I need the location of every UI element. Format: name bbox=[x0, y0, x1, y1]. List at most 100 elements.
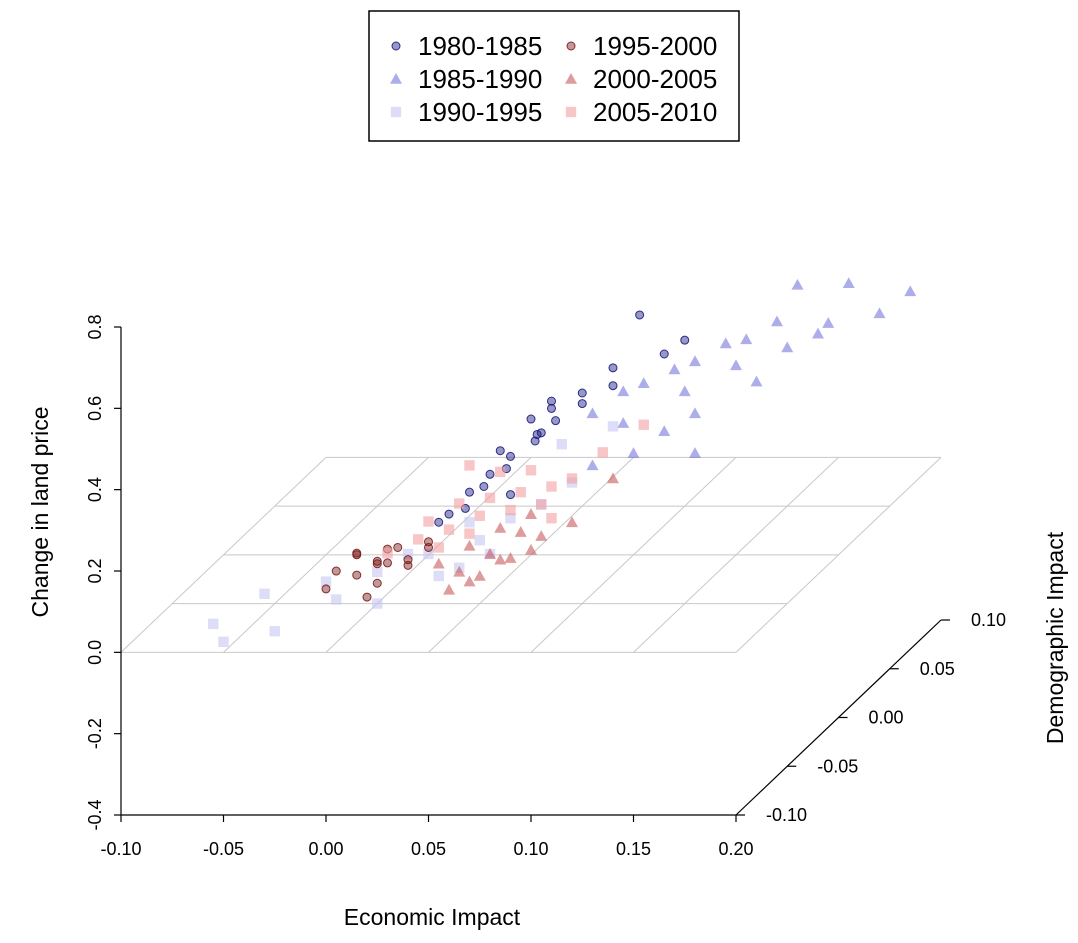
data-point bbox=[689, 447, 701, 458]
x-axis-title: Economic Impact bbox=[344, 904, 521, 930]
axes: -0.10 -0.05 0.00 0.05 0.10 0.15 0.20 -0.4 -0.2 0.… bbox=[85, 314, 1006, 859]
data-point bbox=[791, 278, 804, 290]
x-tick-label: 0.15 bbox=[616, 839, 651, 859]
data-point bbox=[525, 465, 537, 476]
data-point bbox=[680, 335, 690, 345]
data-point bbox=[627, 447, 640, 458]
data-point bbox=[812, 327, 824, 339]
data-point bbox=[424, 542, 433, 552]
data-point bbox=[617, 385, 630, 397]
data-point bbox=[443, 583, 455, 595]
data-point bbox=[372, 598, 383, 609]
x-tick-label: 0.20 bbox=[718, 839, 753, 859]
data-point bbox=[432, 557, 445, 569]
data-point bbox=[617, 417, 630, 428]
data-point bbox=[402, 548, 414, 560]
data-point bbox=[463, 539, 476, 551]
data-point bbox=[423, 548, 434, 560]
data-point bbox=[525, 543, 537, 555]
data-point bbox=[382, 547, 393, 559]
series-1995-2000 bbox=[321, 537, 433, 602]
legend-symbol bbox=[566, 41, 576, 51]
data-point bbox=[638, 419, 649, 430]
data-point bbox=[536, 428, 546, 438]
data-point bbox=[842, 277, 855, 289]
data-point bbox=[464, 528, 475, 539]
data-point bbox=[719, 337, 732, 349]
data-point bbox=[504, 552, 517, 563]
data-point bbox=[530, 436, 540, 446]
data-point bbox=[506, 490, 515, 500]
legend-symbol bbox=[565, 106, 577, 118]
legend-symbol bbox=[391, 41, 401, 51]
data-point bbox=[403, 560, 413, 570]
data-point bbox=[781, 341, 794, 353]
data-point bbox=[586, 459, 599, 471]
data-point bbox=[433, 570, 444, 582]
data-point bbox=[678, 385, 691, 397]
data-point bbox=[659, 349, 669, 359]
data-point bbox=[495, 466, 506, 478]
data-point bbox=[771, 315, 783, 327]
data-point bbox=[320, 576, 332, 587]
data-point bbox=[218, 636, 229, 647]
series-1980-1985 bbox=[434, 310, 690, 527]
data-point bbox=[423, 516, 434, 527]
data-point bbox=[546, 513, 557, 524]
data-point bbox=[505, 513, 516, 524]
data-point bbox=[822, 317, 835, 328]
legend-label: 1995-2000 bbox=[593, 31, 717, 61]
z-tick-label: 0.2 bbox=[85, 558, 105, 583]
legend-label: 2000-2005 bbox=[593, 64, 717, 94]
data-point bbox=[668, 363, 681, 375]
data-point bbox=[464, 460, 475, 471]
data-point bbox=[331, 566, 341, 576]
legend-label: 1985-1990 bbox=[418, 64, 542, 94]
z-tick-label: -0.2 bbox=[85, 718, 105, 749]
data-point bbox=[597, 447, 608, 458]
data-point bbox=[495, 446, 505, 456]
data-point bbox=[208, 618, 219, 630]
data-point bbox=[586, 407, 599, 419]
data-point bbox=[269, 626, 280, 637]
data-point bbox=[525, 508, 537, 519]
legend-label: 2005-2010 bbox=[593, 97, 717, 127]
x-tick-label: 0.10 bbox=[513, 839, 548, 859]
z-axis-title: Change in land price bbox=[27, 407, 53, 618]
data-point bbox=[372, 559, 382, 569]
legend-symbol bbox=[390, 73, 402, 84]
x-tick-label: -0.10 bbox=[100, 839, 141, 859]
data-point bbox=[383, 558, 392, 568]
data-point bbox=[463, 575, 476, 587]
x-tick-label: 0.00 bbox=[308, 839, 343, 859]
data-point bbox=[474, 534, 485, 546]
data-point bbox=[873, 307, 886, 319]
data-point bbox=[434, 517, 444, 527]
data-point bbox=[658, 425, 671, 437]
data-point bbox=[473, 569, 486, 581]
z-tick-label: 0.4 bbox=[85, 477, 105, 502]
z-tick-label: -0.4 bbox=[85, 799, 105, 830]
x-tick-label: -0.05 bbox=[203, 839, 244, 859]
series-1990-1995 bbox=[208, 421, 619, 647]
data-point bbox=[443, 524, 455, 535]
data-point bbox=[352, 570, 362, 580]
z-tick-label: 0.0 bbox=[85, 640, 105, 665]
data-point bbox=[607, 472, 619, 484]
data-point bbox=[546, 481, 557, 492]
data-point bbox=[454, 498, 465, 509]
data-point bbox=[536, 499, 547, 510]
data-point bbox=[474, 510, 485, 521]
data-point bbox=[577, 399, 587, 409]
data-point bbox=[506, 451, 515, 461]
data-point bbox=[607, 421, 619, 432]
data-point bbox=[352, 550, 362, 560]
data-point bbox=[372, 556, 382, 566]
data-point bbox=[635, 310, 645, 320]
data-point bbox=[608, 381, 618, 391]
data-point bbox=[479, 481, 489, 491]
data-point bbox=[433, 542, 444, 553]
y-tick-label: -0.10 bbox=[766, 805, 807, 825]
